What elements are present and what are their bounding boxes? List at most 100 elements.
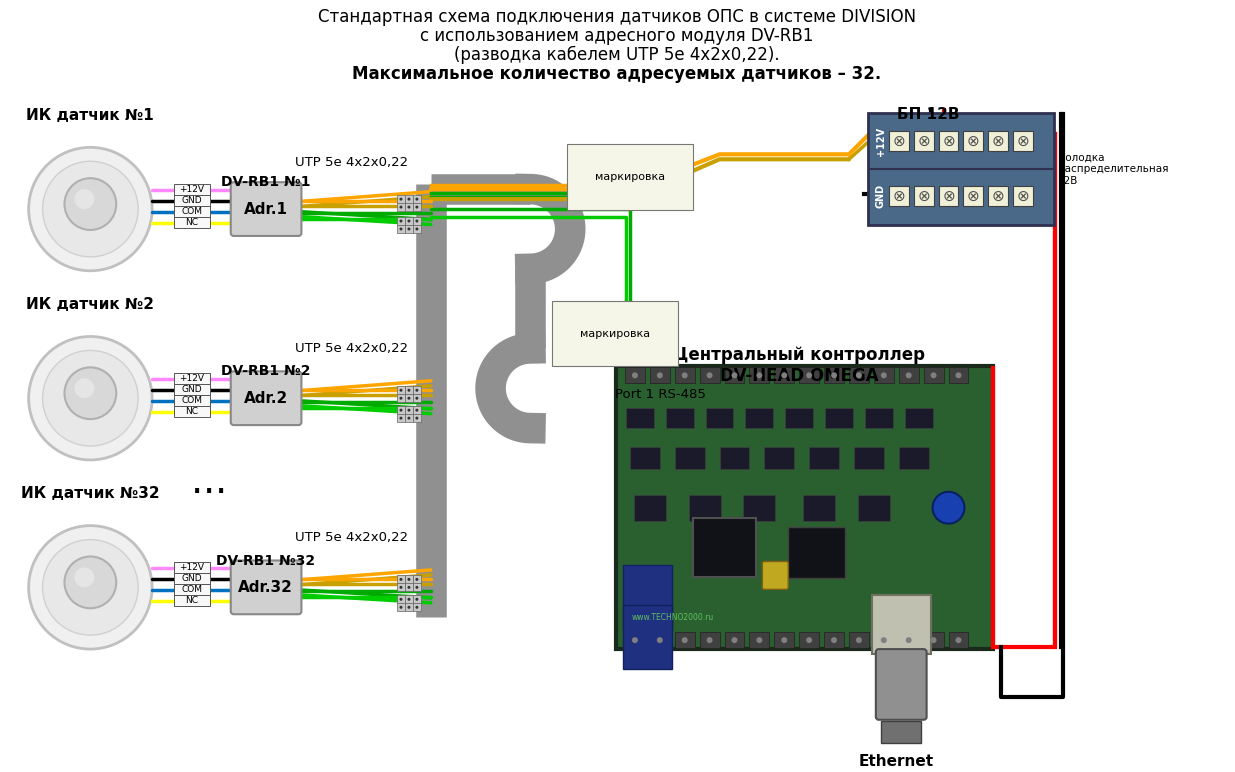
Bar (396, 217, 405, 225)
Bar (174, 595, 210, 606)
Text: +12V: +12V (179, 374, 205, 384)
FancyBboxPatch shape (634, 495, 666, 520)
Text: Ethernet: Ethernet (858, 753, 934, 769)
FancyBboxPatch shape (689, 495, 720, 520)
FancyBboxPatch shape (853, 447, 884, 469)
FancyBboxPatch shape (693, 518, 756, 577)
Text: COM: COM (182, 585, 203, 594)
Text: Колодка
распределительная
12В: Колодка распределительная 12В (1058, 153, 1168, 186)
Circle shape (408, 397, 410, 400)
Bar (412, 195, 421, 203)
Circle shape (408, 219, 410, 222)
Circle shape (399, 598, 403, 601)
Bar (405, 203, 412, 211)
Bar (396, 225, 405, 233)
Text: ИК датчик №32: ИК датчик №32 (21, 486, 159, 501)
Bar (396, 575, 405, 584)
Circle shape (74, 567, 94, 587)
Bar (396, 406, 405, 414)
Bar (412, 217, 421, 225)
FancyBboxPatch shape (774, 367, 794, 383)
Circle shape (905, 637, 911, 643)
Circle shape (64, 557, 116, 608)
Text: GND: GND (182, 196, 203, 205)
Circle shape (881, 637, 887, 643)
FancyBboxPatch shape (705, 408, 734, 428)
FancyBboxPatch shape (825, 408, 853, 428)
FancyBboxPatch shape (824, 367, 844, 383)
Circle shape (731, 372, 737, 378)
FancyBboxPatch shape (622, 565, 672, 629)
FancyBboxPatch shape (725, 367, 745, 383)
Text: DV-RB1 №32: DV-RB1 №32 (216, 554, 315, 567)
Bar (405, 225, 412, 233)
Circle shape (931, 637, 936, 643)
Circle shape (782, 372, 787, 378)
Bar (963, 186, 983, 206)
Bar (174, 395, 210, 406)
Bar (396, 394, 405, 402)
FancyBboxPatch shape (746, 408, 773, 428)
Text: ·: · (190, 474, 203, 512)
Text: ИК датчик №1: ИК датчик №1 (26, 107, 154, 123)
FancyBboxPatch shape (872, 595, 931, 654)
Bar (174, 185, 210, 195)
Bar (405, 595, 412, 603)
Circle shape (415, 408, 419, 411)
Bar (914, 186, 934, 206)
FancyBboxPatch shape (924, 632, 944, 648)
FancyBboxPatch shape (630, 447, 659, 469)
Circle shape (28, 147, 152, 271)
FancyBboxPatch shape (762, 561, 788, 589)
Circle shape (399, 417, 403, 420)
FancyBboxPatch shape (899, 447, 929, 469)
Circle shape (806, 372, 813, 378)
FancyBboxPatch shape (899, 367, 919, 383)
Circle shape (706, 372, 713, 378)
Circle shape (28, 526, 152, 649)
Circle shape (415, 578, 419, 581)
Text: NC: NC (185, 596, 199, 605)
Circle shape (399, 578, 403, 581)
Circle shape (731, 637, 737, 643)
FancyBboxPatch shape (799, 632, 819, 648)
FancyBboxPatch shape (622, 605, 672, 669)
Text: +12V: +12V (179, 185, 205, 194)
Circle shape (706, 637, 713, 643)
Text: (разводка кабелем UTP 5е 4х2х0,22).: (разводка кабелем UTP 5е 4х2х0,22). (454, 46, 779, 64)
Bar (412, 414, 421, 422)
Circle shape (399, 408, 403, 411)
FancyBboxPatch shape (799, 367, 819, 383)
Bar (412, 225, 421, 233)
Text: DV-RB1 №1: DV-RB1 №1 (221, 175, 310, 189)
Circle shape (64, 178, 116, 230)
Circle shape (64, 367, 116, 419)
Circle shape (74, 189, 94, 209)
FancyBboxPatch shape (231, 371, 301, 425)
FancyBboxPatch shape (788, 527, 845, 578)
Text: ⊗: ⊗ (992, 188, 1004, 204)
Bar (405, 406, 412, 414)
Bar (174, 195, 210, 206)
Bar (988, 186, 1008, 206)
Text: www.TECHNO2000.ru: www.TECHNO2000.ru (632, 613, 714, 621)
FancyBboxPatch shape (700, 367, 720, 383)
Bar (412, 386, 421, 394)
FancyBboxPatch shape (848, 632, 869, 648)
Bar (412, 584, 421, 591)
FancyBboxPatch shape (803, 495, 835, 520)
Text: Port 1 RS-485: Port 1 RS-485 (615, 388, 706, 401)
FancyBboxPatch shape (625, 632, 645, 648)
Circle shape (931, 372, 936, 378)
Circle shape (42, 161, 138, 257)
Bar (1013, 186, 1034, 206)
Circle shape (415, 228, 419, 231)
Text: +12V: +12V (179, 564, 205, 573)
Circle shape (932, 492, 965, 523)
FancyBboxPatch shape (874, 632, 894, 648)
Text: БП 12В: БП 12В (898, 107, 960, 121)
Circle shape (408, 417, 410, 420)
Circle shape (408, 578, 410, 581)
Circle shape (399, 205, 403, 208)
Bar (174, 574, 210, 584)
